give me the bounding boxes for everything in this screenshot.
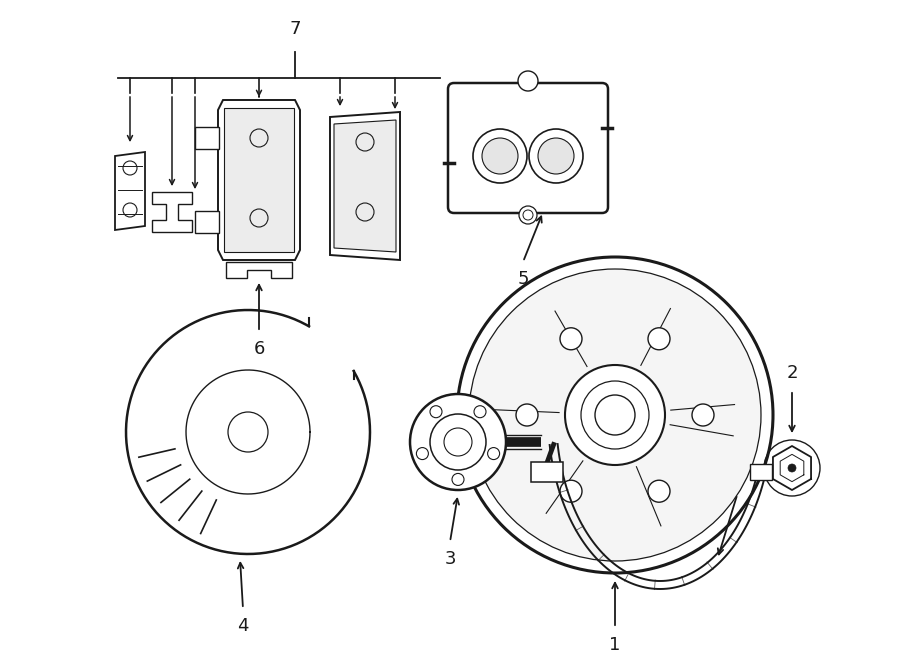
Text: 1: 1 bbox=[609, 636, 621, 654]
Circle shape bbox=[538, 138, 574, 174]
Circle shape bbox=[410, 394, 506, 490]
Circle shape bbox=[417, 447, 428, 459]
Circle shape bbox=[595, 395, 635, 435]
Text: 3: 3 bbox=[445, 550, 455, 568]
Circle shape bbox=[482, 138, 518, 174]
Polygon shape bbox=[218, 100, 300, 260]
Circle shape bbox=[565, 365, 665, 465]
Polygon shape bbox=[224, 108, 294, 252]
Text: 5: 5 bbox=[518, 270, 529, 288]
FancyBboxPatch shape bbox=[195, 127, 219, 149]
Circle shape bbox=[430, 406, 442, 418]
FancyBboxPatch shape bbox=[531, 461, 562, 481]
Circle shape bbox=[516, 404, 538, 426]
Polygon shape bbox=[330, 112, 400, 260]
Circle shape bbox=[473, 129, 527, 183]
Circle shape bbox=[452, 473, 464, 485]
Polygon shape bbox=[773, 446, 811, 490]
Circle shape bbox=[488, 447, 500, 459]
Text: 2: 2 bbox=[787, 364, 797, 382]
Circle shape bbox=[648, 328, 670, 350]
Circle shape bbox=[518, 71, 538, 91]
Polygon shape bbox=[226, 262, 292, 278]
Circle shape bbox=[648, 480, 670, 502]
Text: 7: 7 bbox=[289, 20, 301, 38]
Text: 6: 6 bbox=[253, 340, 265, 358]
Polygon shape bbox=[152, 192, 192, 232]
FancyBboxPatch shape bbox=[751, 464, 772, 480]
Text: 8: 8 bbox=[734, 468, 746, 486]
Circle shape bbox=[474, 406, 486, 418]
Text: 4: 4 bbox=[238, 617, 248, 635]
Circle shape bbox=[457, 257, 773, 573]
Circle shape bbox=[519, 206, 537, 224]
Circle shape bbox=[430, 414, 486, 470]
Polygon shape bbox=[115, 152, 145, 230]
Circle shape bbox=[560, 328, 582, 350]
Circle shape bbox=[529, 129, 583, 183]
Circle shape bbox=[788, 464, 796, 472]
FancyBboxPatch shape bbox=[195, 211, 219, 233]
Circle shape bbox=[469, 269, 761, 561]
Circle shape bbox=[692, 404, 714, 426]
FancyBboxPatch shape bbox=[448, 83, 608, 213]
Circle shape bbox=[560, 480, 582, 502]
Polygon shape bbox=[334, 120, 396, 252]
